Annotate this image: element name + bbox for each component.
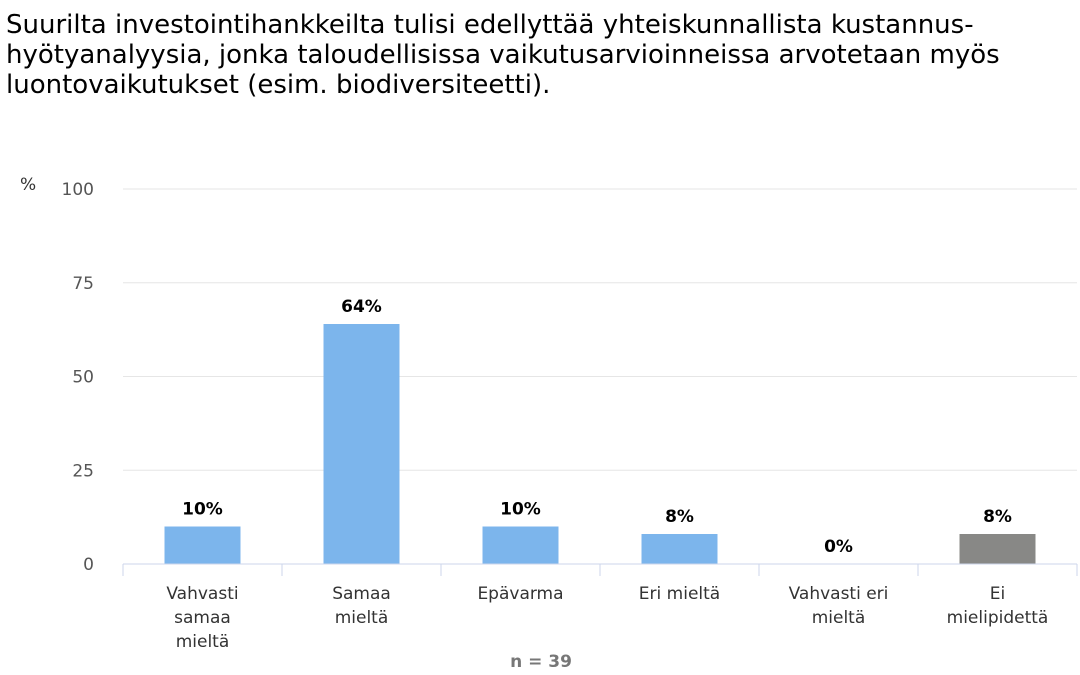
bar [959,534,1036,564]
y-tick-label: 25 [72,461,94,481]
data-label: 8% [983,507,1012,527]
x-category-line: Vahvasti [166,584,238,604]
data-label: 0% [824,537,853,557]
x-category-line: mieltä [176,632,230,652]
bar [323,324,400,564]
chart-title: Suurilta investointihankkeilta tulisi ed… [6,10,1000,100]
y-tick-label: 100 [62,180,94,200]
x-category-label: Samaa mieltä [332,584,391,628]
sample-size-label: n = 39 [510,652,572,672]
bar [164,526,241,564]
y-tick-label: 50 [72,368,94,388]
x-category-line: Ei [990,584,1005,604]
x-category-label: Ei mielipidettä [947,584,1049,628]
bar [641,534,718,564]
x-category-line: mieltä [335,608,389,628]
bar [482,526,559,564]
x-category-label: Eri mieltä [639,584,720,604]
x-category-label: Epävarma [477,584,563,604]
y-axis: 0 25 50 75 100 [62,180,94,575]
y-axis-label: % [20,175,36,195]
x-category-line: samaa [174,608,231,628]
data-label: 10% [182,500,223,520]
bars [164,324,1036,564]
x-category-line: Samaa [332,584,391,604]
y-tick-label: 75 [72,274,94,294]
x-category-label: Vahvasti eri mieltä [789,584,889,628]
data-label: 64% [341,297,382,317]
x-category-line: mieltä [812,608,866,628]
x-category-line: Epävarma [477,584,563,604]
x-category-line: mielipidettä [947,608,1049,628]
data-label: 10% [500,500,541,520]
data-label: 8% [665,507,694,527]
x-category-line: Eri mieltä [639,584,720,604]
x-category-line: Vahvasti eri [789,584,889,604]
x-axis: Vahvasti samaa mieltä Samaa mieltä Epävarma Er… [122,563,1078,652]
y-tick-label: 0 [83,555,94,575]
x-category-label: Vahvasti samaa mieltä [166,584,238,652]
data-labels: 10% 64% 10% 8% 0% 8% [182,297,1012,557]
gridlines [123,188,1077,565]
